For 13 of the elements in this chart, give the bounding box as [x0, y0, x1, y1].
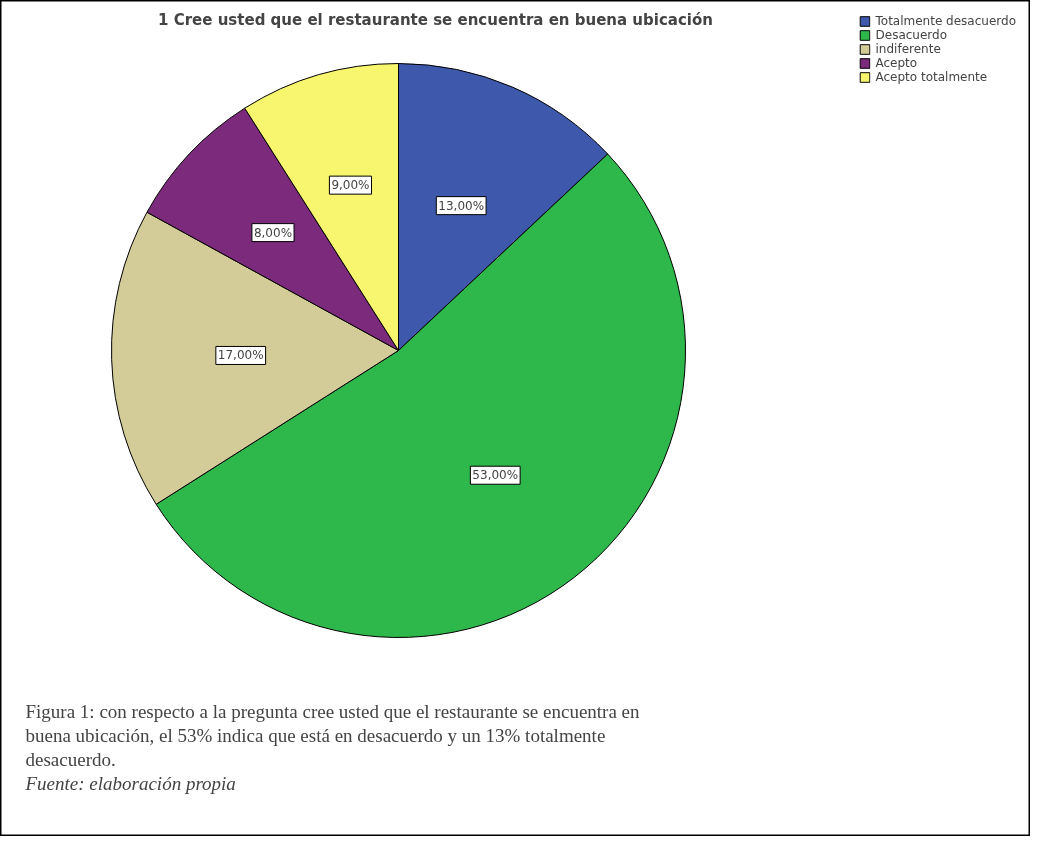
- legend-label: Desacuerdo: [875, 28, 948, 42]
- legend-label: indiferente: [875, 42, 941, 56]
- legend-label: Acepto totalmente: [875, 70, 988, 84]
- data-label: 8,00%: [253, 225, 293, 240]
- data-label: 53,00%: [472, 468, 519, 483]
- legend-label: Acepto: [875, 56, 918, 70]
- data-label: 13,00%: [438, 198, 485, 213]
- data-label: 9,00%: [331, 178, 370, 193]
- source-note: Fuente: elaboración propia: [24, 772, 236, 794]
- text: Figura 1: con respecto a la pregunta cree usted que el restaurante se encuentra en buena ubicación, el 53% indica que está en desacuerdo y un 13% totalmente desacuerdo.: [25, 700, 641, 770]
- data-label: 17,00%: [217, 348, 264, 363]
- legend-label: Totalmente desacuerdo: [875, 14, 1016, 28]
- chart-title: 1 Cree usted que el restaurante se encuentra en buena ubicación: [158, 10, 713, 29]
